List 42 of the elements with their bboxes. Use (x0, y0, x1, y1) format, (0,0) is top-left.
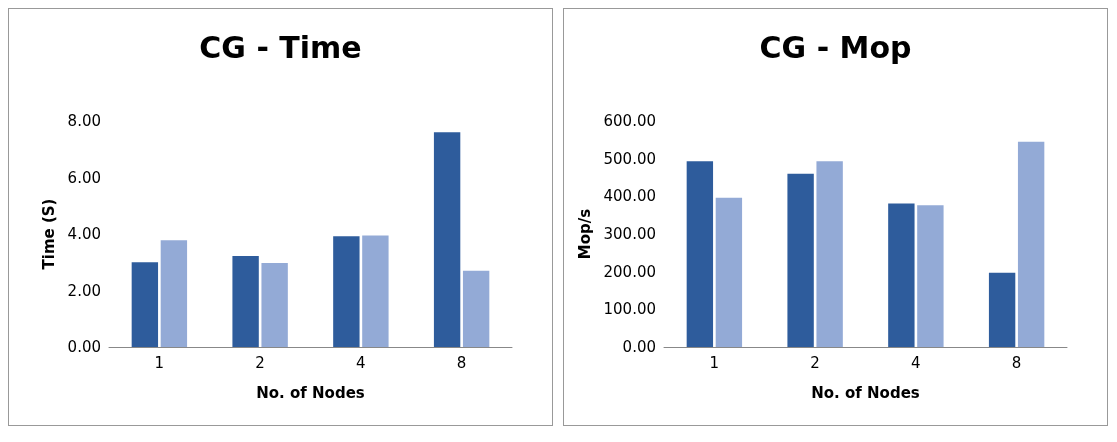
bar (816, 161, 843, 347)
x-tick-label: 2 (810, 353, 820, 372)
x-axis-title: No. of Nodes (811, 383, 920, 402)
bar (686, 161, 714, 347)
x-tick-label: 8 (456, 353, 467, 372)
bar (917, 205, 944, 347)
y-tick-label: 6.00 (67, 168, 101, 187)
y-tick-label: 0.00 (622, 338, 656, 356)
bar (362, 235, 389, 347)
y-tick-label: 200.00 (603, 262, 656, 281)
bar (1017, 141, 1045, 347)
y-tick-label: 0.00 (67, 338, 101, 356)
x-tick-label: 4 (356, 353, 366, 372)
bar (988, 272, 1016, 347)
x-axis-title: No. of Nodes (256, 383, 365, 402)
bar (787, 173, 814, 347)
y-tick-label: 2.00 (67, 281, 101, 300)
y-tick-label: 500.00 (603, 149, 656, 168)
y-tick-label: 4.00 (67, 225, 101, 243)
bar (261, 263, 288, 347)
y-tick-label: 300.00 (603, 225, 656, 243)
y-tick-label: 8.00 (67, 112, 101, 130)
bar (232, 256, 259, 347)
bar (333, 236, 360, 347)
x-tick-label: 8 (1011, 353, 1022, 372)
x-tick-label: 1 (154, 353, 165, 372)
x-tick-label: 2 (255, 353, 265, 372)
bar (888, 203, 915, 347)
y-axis-title: Mop/s (576, 208, 595, 260)
bar (433, 132, 461, 347)
x-tick-label: 1 (709, 353, 720, 372)
chart-title: CG - Time (199, 29, 362, 65)
y-axis-title: Time (S) (40, 198, 59, 270)
bar (131, 262, 159, 347)
bar (160, 240, 188, 347)
bar (462, 270, 490, 347)
y-tick-label: 400.00 (603, 187, 656, 206)
x-tick-label: 4 (911, 353, 921, 372)
chart-title: CG - Mop (759, 29, 912, 65)
y-tick-label: 600.00 (603, 112, 656, 130)
bar (715, 197, 743, 347)
y-tick-label: 100.00 (603, 300, 656, 319)
